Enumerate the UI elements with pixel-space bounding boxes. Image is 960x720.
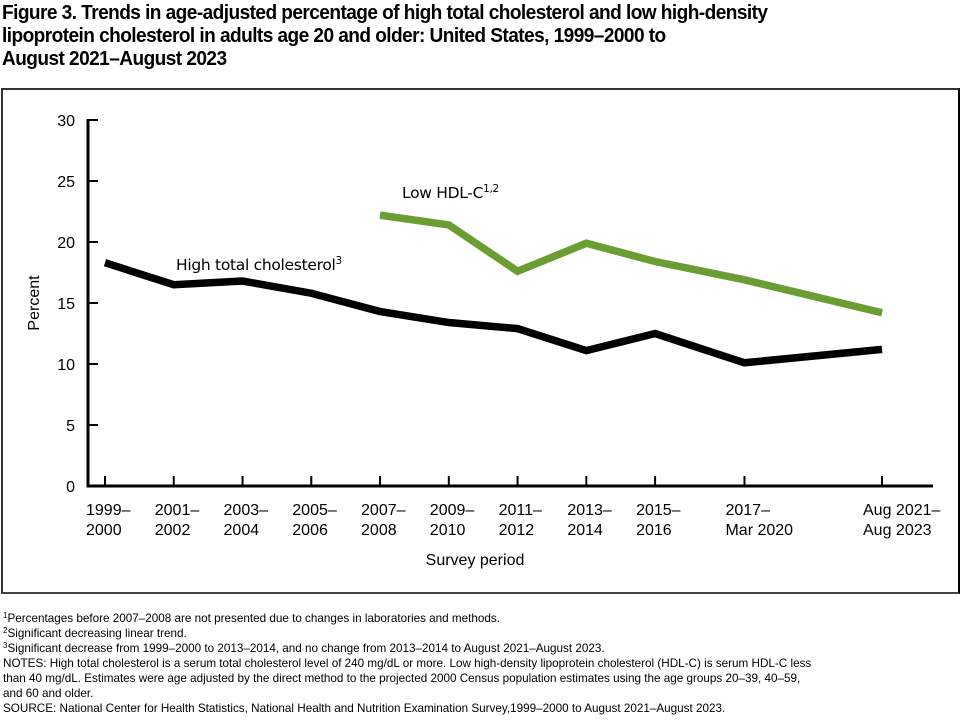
axes: 0 5 10 15 20 25 30 1999– 2000 2001– 2002 2003– 2004 2… xyxy=(57,113,940,539)
footnote-2: 2Significant decreasing linear trend. xyxy=(3,626,958,641)
x-tick-label: 2016 xyxy=(636,522,672,539)
series-lines xyxy=(103,211,883,367)
series-label: Low HDL-C1,2 xyxy=(402,183,499,202)
series-line-high-total-cholesterol xyxy=(103,259,883,367)
footnotes: 1Percentages before 2007–2008 are not pr… xyxy=(3,611,958,716)
footnote-1: 1Percentages before 2007–2008 are not pr… xyxy=(3,611,958,626)
x-tick-label: 2003– xyxy=(224,502,269,519)
title-line: lipoprotein cholesterol in adults age 20… xyxy=(2,24,666,47)
x-tick-label: 2013– xyxy=(567,502,612,519)
title-line: August 2021–August 2023 xyxy=(2,47,227,70)
x-tick-label: 2006 xyxy=(292,522,328,539)
notes-line: NOTES: High total cholesterol is a serum… xyxy=(3,657,812,670)
footnote-marker: 3 xyxy=(3,641,8,650)
x-tick-label: Aug 2021– xyxy=(863,502,941,519)
x-tick-label: 2008 xyxy=(361,522,397,539)
x-tick-label: 2010 xyxy=(430,522,466,539)
y-tick-label: 10 xyxy=(57,357,75,374)
x-tick-label: 2005– xyxy=(292,502,337,519)
series-label-superscript: 1,2 xyxy=(483,183,499,195)
footnote-marker: 1 xyxy=(3,611,8,620)
title-line: Figure 3. Trends in age-adjusted percent… xyxy=(2,1,768,24)
footnote-text: Significant decrease from 1999–2000 to 2… xyxy=(7,642,605,655)
x-tick-label: 2011– xyxy=(499,502,542,519)
series-line-low-hdl-c xyxy=(379,211,883,317)
x-tick-label: 1999– xyxy=(86,502,131,519)
footnote-text: Significant decreasing linear trend. xyxy=(7,627,187,640)
notes-line: and 60 and older. xyxy=(3,687,94,700)
x-tick-label: 2002 xyxy=(155,522,191,539)
y-tick-label: 15 xyxy=(57,296,75,313)
notes-line: than 40 mg/dL. Estimates were age adjust… xyxy=(3,672,801,685)
source-line: SOURCE: National Center for Health Stati… xyxy=(3,702,726,715)
footnote-marker: 2 xyxy=(3,626,8,635)
series-label: High total cholesterol3 xyxy=(176,255,342,274)
series-label-text: High total cholesterol xyxy=(176,256,336,274)
y-tick-label: 5 xyxy=(66,418,75,435)
x-axis-label: Survey period xyxy=(426,552,525,569)
y-axis-label: Percent xyxy=(26,275,43,331)
x-tick-label: 2007– xyxy=(361,502,406,519)
x-tick-label: 2000 xyxy=(86,522,122,539)
series-label-text: Low HDL-C xyxy=(402,184,483,202)
x-tick-label: Aug 2023 xyxy=(863,522,932,539)
footnote-3: 3Significant decrease from 1999–2000 to … xyxy=(3,641,958,656)
x-tick-label: 2012 xyxy=(499,522,535,539)
x-tick-label: Mar 2020 xyxy=(725,522,793,539)
y-tick-label: 20 xyxy=(57,235,75,252)
x-tick-label: 2014 xyxy=(567,522,603,539)
x-tick-label: 2015– xyxy=(636,502,681,519)
x-tick-label: 2017– xyxy=(725,502,770,519)
figure-title: Figure 3. Trends in age-adjusted percent… xyxy=(2,1,886,70)
series-labels: High total cholesterol3 Low HDL-C1,2 xyxy=(176,183,499,274)
y-tick-label: 30 xyxy=(57,113,75,130)
footnote-text: Percentages before 2007–2008 are not pre… xyxy=(7,612,500,625)
x-tick-label: 2004 xyxy=(224,522,260,539)
series-label-superscript: 3 xyxy=(336,255,342,267)
x-tick-label: 2009– xyxy=(430,502,475,519)
line-chart: 0 5 10 15 20 25 30 1999– 2000 2001– 2002 2003– 2004 2… xyxy=(26,113,941,569)
y-tick-label: 25 xyxy=(57,174,75,191)
x-tick-label: 2001– xyxy=(155,502,200,519)
chart-frame xyxy=(1,88,960,594)
y-tick-label: 0 xyxy=(66,479,75,496)
